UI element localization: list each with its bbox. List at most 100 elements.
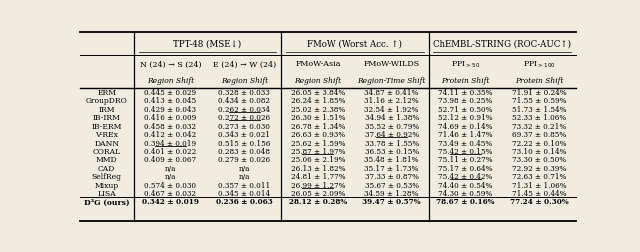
Text: E (24) → W (24): E (24) → W (24) [212,60,276,68]
Text: IRM: IRM [99,105,115,113]
Text: 74.40 ± 0.54%: 74.40 ± 0.54% [438,181,493,189]
Text: PPI$_{>100}$: PPI$_{>100}$ [523,59,556,70]
Text: 0.262 ± 0.034: 0.262 ± 0.034 [218,105,270,113]
Text: PPI$_{>50}$: PPI$_{>50}$ [451,59,480,70]
Text: FMoW-Asia: FMoW-Asia [295,60,340,68]
Text: 74.11 ± 0.35%: 74.11 ± 0.35% [438,89,493,97]
Text: n/a: n/a [239,164,250,172]
Text: 0.283 ± 0.048: 0.283 ± 0.048 [218,147,270,155]
Text: 34.59 ± 1.28%: 34.59 ± 1.28% [364,189,419,197]
Text: FMoW-WILDS: FMoW-WILDS [364,60,420,68]
Text: DANN: DANN [94,139,119,147]
Text: n/a: n/a [239,173,250,180]
Text: 52.33 ± 1.06%: 52.33 ± 1.06% [512,114,566,122]
Text: 51.73 ± 1.54%: 51.73 ± 1.54% [512,105,566,113]
Text: 24.81 ± 1.77%: 24.81 ± 1.77% [291,173,345,180]
Text: ERM: ERM [97,89,116,97]
Text: 25.87 ± 1.97%: 25.87 ± 1.97% [291,147,345,155]
Text: 75.11 ± 0.27%: 75.11 ± 0.27% [438,156,493,164]
Text: 78.67 ± 0.16%: 78.67 ± 0.16% [436,198,495,206]
Text: 52.12 ± 0.91%: 52.12 ± 0.91% [438,114,493,122]
Text: 0.409 ± 0.067: 0.409 ± 0.067 [145,156,196,164]
Text: MMD: MMD [96,156,118,164]
Text: N (24) → S (24): N (24) → S (24) [140,60,201,68]
Text: 71.91 ± 0.24%: 71.91 ± 0.24% [512,89,566,97]
Text: 33.78 ± 1.55%: 33.78 ± 1.55% [365,139,419,147]
Text: Region-Time Shift: Region-Time Shift [358,77,426,85]
Text: 26.05 ± 2.09%: 26.05 ± 2.09% [291,189,345,197]
Text: 0.279 ± 0.026: 0.279 ± 0.026 [218,156,270,164]
Text: Protein Shift: Protein Shift [441,77,490,85]
Text: 0.357 ± 0.011: 0.357 ± 0.011 [218,181,270,189]
Text: 71.31 ± 1.06%: 71.31 ± 1.06% [512,181,566,189]
Text: 0.236 ± 0.063: 0.236 ± 0.063 [216,198,273,206]
Text: 0.343 ± 0.021: 0.343 ± 0.021 [218,131,270,139]
Text: 0.434 ± 0.082: 0.434 ± 0.082 [218,97,270,105]
Text: 73.98 ± 0.25%: 73.98 ± 0.25% [438,97,493,105]
Text: 25.02 ± 2.38%: 25.02 ± 2.38% [291,105,345,113]
Text: D³G (ours): D³G (ours) [84,198,129,206]
Text: 35.67 ± 0.53%: 35.67 ± 0.53% [365,181,419,189]
Text: 73.30 ± 0.50%: 73.30 ± 0.50% [512,156,566,164]
Text: 74.30 ± 0.59%: 74.30 ± 0.59% [438,189,493,197]
Text: 37.64 ± 0.92%: 37.64 ± 0.92% [365,131,419,139]
Text: CORAL: CORAL [93,147,121,155]
Text: GroupDRO: GroupDRO [86,97,127,105]
Text: 35.52 ± 0.79%: 35.52 ± 0.79% [365,122,419,130]
Text: 0.467 ± 0.032: 0.467 ± 0.032 [145,189,196,197]
Text: 32.54 ± 1.92%: 32.54 ± 1.92% [364,105,419,113]
Text: 0.413 ± 0.045: 0.413 ± 0.045 [145,97,196,105]
Text: IB-ERM: IB-ERM [92,122,122,130]
Text: 26.99 ± 1.27%: 26.99 ± 1.27% [291,181,345,189]
Text: 0.412 ± 0.042: 0.412 ± 0.042 [144,131,196,139]
Text: 75.42 ± 0.42%: 75.42 ± 0.42% [438,173,493,180]
Text: 34.87 ± 0.41%: 34.87 ± 0.41% [364,89,419,97]
Text: 72.63 ± 0.71%: 72.63 ± 0.71% [512,173,566,180]
Text: 71.46 ± 1.47%: 71.46 ± 1.47% [438,131,493,139]
Text: 77.24 ± 0.30%: 77.24 ± 0.30% [510,198,568,206]
Text: 0.515 ± 0.156: 0.515 ± 0.156 [218,139,270,147]
Text: 73.32 ± 0.21%: 73.32 ± 0.21% [512,122,566,130]
Text: LISA: LISA [97,189,116,197]
Text: Region Shift: Region Shift [221,77,268,85]
Text: CAD: CAD [98,164,115,172]
Text: 34.94 ± 1.38%: 34.94 ± 1.38% [365,114,419,122]
Text: 25.62 ± 1.59%: 25.62 ± 1.59% [291,139,345,147]
Text: FMoW (Worst Acc. ↑): FMoW (Worst Acc. ↑) [307,40,403,49]
Text: 0.401 ± 0.022: 0.401 ± 0.022 [144,147,196,155]
Text: 71.45 ± 0.44%: 71.45 ± 0.44% [512,189,566,197]
Text: 28.12 ± 0.28%: 28.12 ± 0.28% [289,198,347,206]
Text: 73.49 ± 0.45%: 73.49 ± 0.45% [438,139,493,147]
Text: 0.272 ± 0.026: 0.272 ± 0.026 [218,114,270,122]
Text: 26.78 ± 1.34%: 26.78 ± 1.34% [291,122,345,130]
Text: 75.17 ± 0.64%: 75.17 ± 0.64% [438,164,493,172]
Text: 25.06 ± 2.19%: 25.06 ± 2.19% [291,156,345,164]
Text: Region Shift: Region Shift [294,77,342,85]
Text: 37.33 ± 0.87%: 37.33 ± 0.87% [365,173,419,180]
Text: 0.394 ± 0.019: 0.394 ± 0.019 [145,139,196,147]
Text: V-REx: V-REx [95,131,118,139]
Text: 35.17 ± 1.73%: 35.17 ± 1.73% [364,164,419,172]
Text: IB-IRM: IB-IRM [93,114,121,122]
Text: 0.328 ± 0.033: 0.328 ± 0.033 [218,89,270,97]
Text: 31.16 ± 2.12%: 31.16 ± 2.12% [364,97,419,105]
Text: n/a: n/a [164,164,176,172]
Text: 0.345 ± 0.014: 0.345 ± 0.014 [218,189,270,197]
Text: 0.458 ± 0.032: 0.458 ± 0.032 [145,122,196,130]
Text: 26.05 ± 3.84%: 26.05 ± 3.84% [291,89,345,97]
Text: 39.47 ± 0.57%: 39.47 ± 0.57% [362,198,421,206]
Text: 26.63 ± 0.93%: 26.63 ± 0.93% [291,131,345,139]
Text: n/a: n/a [164,173,176,180]
Text: 0.445 ± 0.029: 0.445 ± 0.029 [145,89,196,97]
Text: 35.48 ± 1.81%: 35.48 ± 1.81% [364,156,419,164]
Text: 26.30 ± 1.51%: 26.30 ± 1.51% [291,114,345,122]
Text: ChEMBL-STRING (ROC-AUC↑): ChEMBL-STRING (ROC-AUC↑) [433,40,572,49]
Text: 26.24 ± 1.85%: 26.24 ± 1.85% [291,97,345,105]
Text: 74.69 ± 0.14%: 74.69 ± 0.14% [438,122,493,130]
Text: 0.574 ± 0.030: 0.574 ± 0.030 [145,181,196,189]
Text: 73.10 ± 0.14%: 73.10 ± 0.14% [512,147,566,155]
Text: 0.429 ± 0.043: 0.429 ± 0.043 [145,105,196,113]
Text: Protein Shift: Protein Shift [515,77,563,85]
Text: 0.342 ± 0.019: 0.342 ± 0.019 [142,198,199,206]
Text: 69.37 ± 0.85%: 69.37 ± 0.85% [512,131,566,139]
